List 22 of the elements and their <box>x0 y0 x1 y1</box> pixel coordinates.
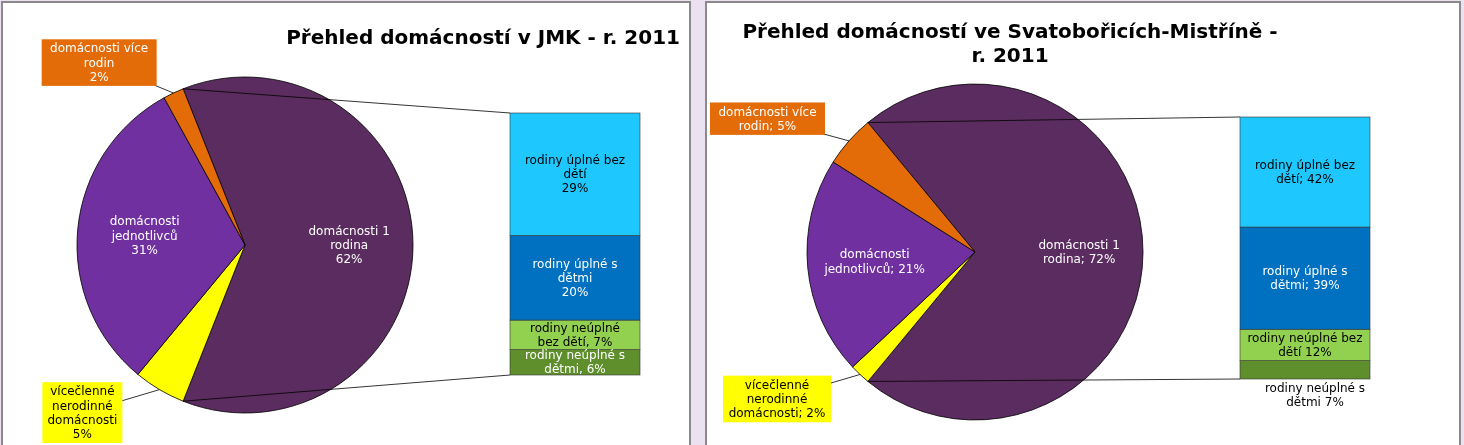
data-label: 5% <box>72 426 92 441</box>
slice-label: domácnosti jednotlivců; 21% <box>823 246 925 276</box>
data-label: 2% <box>89 69 109 84</box>
data-label: 62% <box>335 251 363 266</box>
slice-label: domácnosti více rodin <box>50 40 149 70</box>
data-label: rodiny úplné bez dětí 29% <box>524 152 626 195</box>
slice-label: domácnosti 1 rodina <box>308 223 390 252</box>
data-label: rodiny úplné s dětmi; 39% <box>1262 263 1348 292</box>
chart-title: Přehled domácností ve Svatobořicích-Mistříně - r. 2011 <box>742 18 1278 67</box>
slice-label: domácnosti více rodin; 5% <box>718 104 817 133</box>
data-label: rodiny neúplné s dětmi 7% <box>1264 380 1366 409</box>
text: Přehled domácností v JMK - r. 2011 <box>286 24 680 49</box>
data-label: rodiny neúplné bez dětí, 7% <box>529 320 621 349</box>
data-label: rodiny úplné bez dětí; 42% <box>1254 157 1356 186</box>
slice-label: domácnosti 1 rodina; 72% <box>1038 237 1120 266</box>
data-label: rodiny úplné s dětmi 20% <box>532 256 618 299</box>
data-label: 31% <box>131 242 158 257</box>
slice-label: vícečlenné nerodinné domácnosti <box>47 383 118 427</box>
data-label: rodiny neúplné bez dětí 12% <box>1247 330 1363 359</box>
slice-label: vícečlenné nerodinné domácnosti; 2% <box>728 377 826 420</box>
slice-label: domácnosti jednotlivců <box>109 213 180 243</box>
data-label: rodiny neúplné s dětmi, 6% <box>524 347 626 376</box>
